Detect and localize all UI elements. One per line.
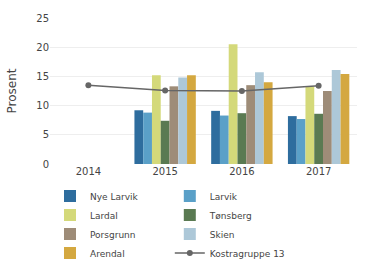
svg-text:2015: 2015 [152, 166, 177, 177]
svg-text:2017: 2017 [306, 166, 331, 177]
svg-text:25: 25 [36, 13, 49, 24]
svg-text:Kostragruppe 13: Kostragruppe 13 [210, 249, 285, 259]
svg-text:2016: 2016 [229, 166, 254, 177]
svg-text:0: 0 [43, 159, 49, 170]
svg-text:20: 20 [36, 42, 49, 53]
svg-text:Nye Larvik: Nye Larvik [90, 192, 139, 202]
svg-text:2014: 2014 [76, 166, 101, 177]
svg-text:Skien: Skien [210, 230, 235, 240]
svg-text:15: 15 [36, 71, 49, 82]
svg-text:Porsgrunn: Porsgrunn [90, 230, 136, 240]
svg-text:Arendal: Arendal [90, 249, 125, 259]
svg-text:Lardal: Lardal [90, 211, 118, 221]
svg-text:5: 5 [43, 129, 49, 140]
svg-text:Tønsberg: Tønsberg [209, 211, 252, 221]
svg-text:10: 10 [36, 100, 49, 111]
svg-text:Larvik: Larvik [210, 192, 238, 202]
svg-text:Prosent: Prosent [5, 68, 19, 113]
